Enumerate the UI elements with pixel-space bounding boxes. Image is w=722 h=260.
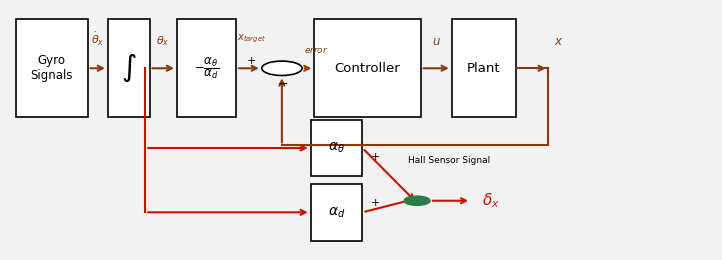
Text: Plant: Plant <box>467 62 501 75</box>
Bar <box>310 120 362 176</box>
Text: $\delta_x$: $\delta_x$ <box>482 191 500 210</box>
Text: Controller: Controller <box>334 62 400 75</box>
Text: $\alpha_d$: $\alpha_d$ <box>328 205 345 219</box>
Bar <box>452 20 516 117</box>
Circle shape <box>404 196 430 205</box>
Text: $\int$: $\int$ <box>121 52 136 84</box>
Text: $x_{target}$: $x_{target}$ <box>238 33 266 45</box>
Text: $error$: $error$ <box>304 46 329 55</box>
Text: $\alpha_\theta$: $\alpha_\theta$ <box>328 141 345 155</box>
Bar <box>310 184 362 240</box>
Text: $\dot{\theta}_x$: $\dot{\theta}_x$ <box>91 31 105 48</box>
Text: +: + <box>371 152 380 162</box>
Text: +: + <box>371 198 380 209</box>
Text: Gyro
Signals: Gyro Signals <box>30 54 73 82</box>
Text: $\theta_x$: $\theta_x$ <box>157 34 170 48</box>
Circle shape <box>262 61 302 75</box>
Text: +: + <box>247 56 256 66</box>
Text: $x$: $x$ <box>554 35 563 48</box>
Text: $-\dfrac{\alpha_\theta}{\alpha_d}$: $-\dfrac{\alpha_\theta}{\alpha_d}$ <box>193 55 219 81</box>
Text: $u$: $u$ <box>432 35 440 48</box>
Bar <box>314 20 421 117</box>
Text: Hall Sensor Signal: Hall Sensor Signal <box>408 156 490 165</box>
Bar <box>177 20 236 117</box>
Bar <box>108 20 149 117</box>
Bar <box>16 20 87 117</box>
Text: −: − <box>278 78 289 91</box>
